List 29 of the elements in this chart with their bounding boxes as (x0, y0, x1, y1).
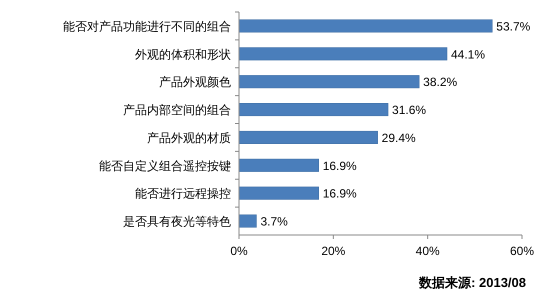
y-tick-label: 是否具有夜光等特色 (123, 214, 231, 229)
y-tick-label: 产品外观颜色 (159, 75, 231, 90)
bar (238, 47, 448, 60)
y-tick-label: 能否进行远程操控 (135, 186, 231, 201)
source-note: 数据来源: 2013/08 (418, 275, 526, 290)
y-tick-label: 能否对产品功能进行不同的组合 (63, 19, 231, 34)
data-label: 29.4% (382, 130, 416, 145)
bar (238, 103, 388, 116)
y-tick-label: 能否自定义组合遥控按键 (99, 158, 231, 173)
x-tick-label: 20% (321, 244, 346, 258)
bar (238, 130, 378, 144)
data-label: 3.7% (260, 214, 288, 229)
y-tick-label: 产品外观的材质 (147, 130, 231, 145)
bar (238, 214, 257, 228)
y-tick-label: 产品内部空间的组合 (123, 103, 231, 118)
bar (238, 75, 420, 88)
x-tick-label: 60% (510, 244, 534, 258)
y-tick-label: 外观的体积和形状 (135, 47, 231, 62)
data-label: 31.6% (392, 103, 426, 118)
data-label: 44.1% (451, 47, 486, 62)
x-tick-label: 0% (230, 244, 248, 258)
bar (238, 19, 493, 32)
data-label: 53.7% (496, 19, 531, 34)
x-tick-label: 40% (416, 244, 440, 258)
data-label: 38.2% (423, 75, 458, 90)
bar (238, 186, 319, 200)
bar (238, 158, 319, 172)
data-label: 16.9% (322, 186, 358, 201)
data-label: 16.9% (322, 158, 358, 173)
